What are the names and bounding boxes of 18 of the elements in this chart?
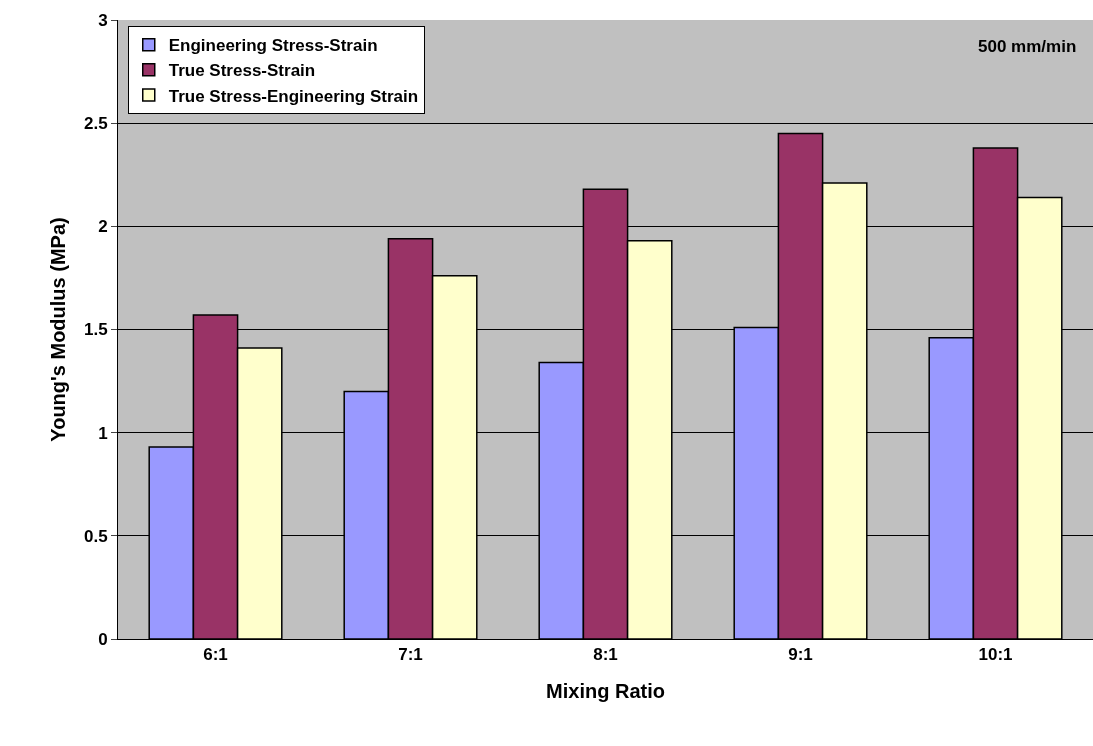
y-tick-label: 1.5 xyxy=(83,320,108,340)
y-tick-label: 0.5 xyxy=(83,526,108,546)
annotation: 500 mm/min xyxy=(978,37,1077,56)
y-tick-label: 2 xyxy=(98,217,108,237)
legend-label: Engineering Stress-Strain xyxy=(168,36,378,56)
y-tick-label: 0 xyxy=(98,629,108,649)
x-tick-label: 8:1 xyxy=(593,645,618,665)
y-tick-label: 2.5 xyxy=(83,114,108,134)
y-tick-label: 1 xyxy=(98,423,108,443)
x-tick-label: 6:1 xyxy=(203,645,228,665)
legend-label: True Stress-Strain xyxy=(168,61,316,81)
x-axis-title: Mixing Ratio xyxy=(546,679,665,702)
x-tick-label: 7:1 xyxy=(398,645,423,665)
y-tick-label: 3 xyxy=(98,10,108,30)
legend-label: True Stress-Engineering Strain xyxy=(168,86,419,106)
x-tick-label: 10:1 xyxy=(978,645,1013,665)
y-axis-title: Young's Modulus (MPa) xyxy=(47,217,70,442)
x-tick-label: 9:1 xyxy=(788,645,813,665)
